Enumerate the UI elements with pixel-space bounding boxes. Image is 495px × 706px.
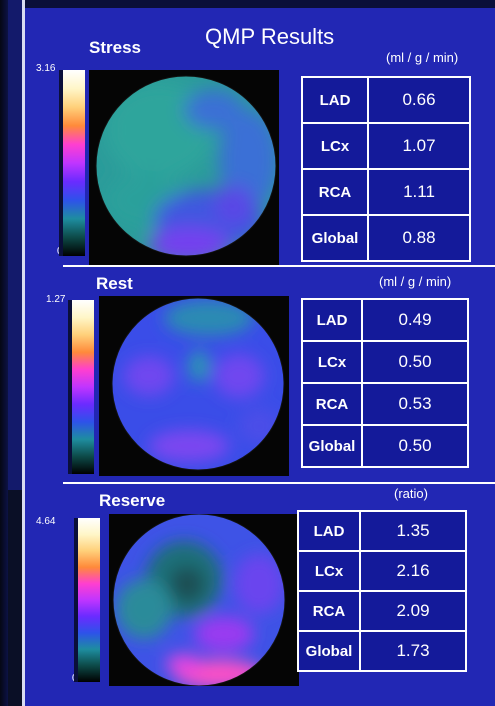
stress-section-label: Stress — [89, 38, 141, 57]
table-row: Global 0.50 — [301, 424, 469, 468]
qmp-results-panel: QMP Results Stress (ml / g / min) 3.16 0 — [25, 8, 495, 706]
stress-global-label: Global — [301, 214, 369, 262]
side-strip — [8, 0, 22, 706]
section-divider — [63, 265, 495, 267]
stress-scale-max: 3.16 — [36, 63, 56, 74]
reserve-lad-value: 1.35 — [359, 510, 467, 552]
stress-lcx-label: LCx — [301, 122, 369, 170]
rest-scale-min: 0 — [68, 465, 74, 476]
reserve-global-value: 1.73 — [359, 630, 467, 672]
stress-rca-label: RCA — [301, 168, 369, 216]
table-row: LAD 0.49 — [301, 298, 469, 342]
rest-rca-label: RCA — [301, 382, 363, 426]
rest-global-label: Global — [301, 424, 363, 468]
table-row: LCx 0.50 — [301, 340, 469, 384]
reserve-results-table: LAD 1.35 LCx 2.16 RCA 2.09 Global 1.73 — [297, 510, 467, 672]
reserve-rca-value: 2.09 — [359, 590, 467, 632]
stress-lad-value: 0.66 — [367, 76, 471, 124]
monitor-bezel — [0, 0, 8, 706]
side-strip-dark-block — [8, 490, 22, 706]
table-row: RCA 0.53 — [301, 382, 469, 426]
section-divider — [63, 482, 495, 484]
table-row: RCA 2.09 — [297, 590, 467, 632]
table-row: LAD 0.66 — [301, 76, 471, 124]
reserve-colorbar — [78, 518, 100, 682]
stress-lcx-value: 1.07 — [367, 122, 471, 170]
rest-unit-label: (ml / g / min) — [379, 274, 452, 289]
reserve-unit-label: (ratio) — [394, 486, 428, 501]
reserve-global-label: Global — [297, 630, 361, 672]
reserve-lcx-label: LCx — [297, 550, 361, 592]
rest-lad-label: LAD — [301, 298, 363, 342]
stress-results-table: LAD 0.66 LCx 1.07 RCA 1.11 Global 0.88 — [301, 76, 471, 262]
table-row: Global 1.73 — [297, 630, 467, 672]
rest-section-label: Rest — [96, 274, 133, 293]
rest-lcx-value: 0.50 — [361, 340, 469, 384]
rest-colorbar — [72, 300, 94, 474]
stress-unit-label: (ml / g / min) — [386, 50, 459, 65]
stress-polar-map — [89, 70, 279, 265]
rest-lcx-label: LCx — [301, 340, 363, 384]
reserve-section-label: Reserve — [99, 491, 166, 510]
reserve-lcx-value: 2.16 — [359, 550, 467, 592]
panel-border-line — [22, 0, 25, 706]
stress-lad-label: LAD — [301, 76, 369, 124]
table-row: RCA 1.11 — [301, 168, 471, 216]
table-row: Global 0.88 — [301, 214, 471, 262]
rest-polar-map — [99, 296, 289, 476]
page-title: QMP Results — [205, 24, 335, 49]
table-row: LCx 2.16 — [297, 550, 467, 592]
table-row: LCx 1.07 — [301, 122, 471, 170]
reserve-polar-map — [109, 514, 299, 686]
rest-scale-max: 1.27 — [46, 294, 66, 305]
stress-colorbar — [63, 70, 85, 256]
reserve-lad-label: LAD — [297, 510, 361, 552]
rest-global-value: 0.50 — [361, 424, 469, 468]
rest-lad-value: 0.49 — [361, 298, 469, 342]
reserve-scale-min: 0 — [72, 673, 78, 684]
reserve-rca-label: RCA — [297, 590, 361, 632]
rest-results-table: LAD 0.49 LCx 0.50 RCA 0.53 Global 0.50 — [301, 298, 469, 468]
rest-rca-value: 0.53 — [361, 382, 469, 426]
stress-rca-value: 1.11 — [367, 168, 471, 216]
stress-scale-min: 0 — [57, 246, 63, 257]
table-row: LAD 1.35 — [297, 510, 467, 552]
reserve-scale-max: 4.64 — [36, 516, 56, 527]
stress-global-value: 0.88 — [367, 214, 471, 262]
